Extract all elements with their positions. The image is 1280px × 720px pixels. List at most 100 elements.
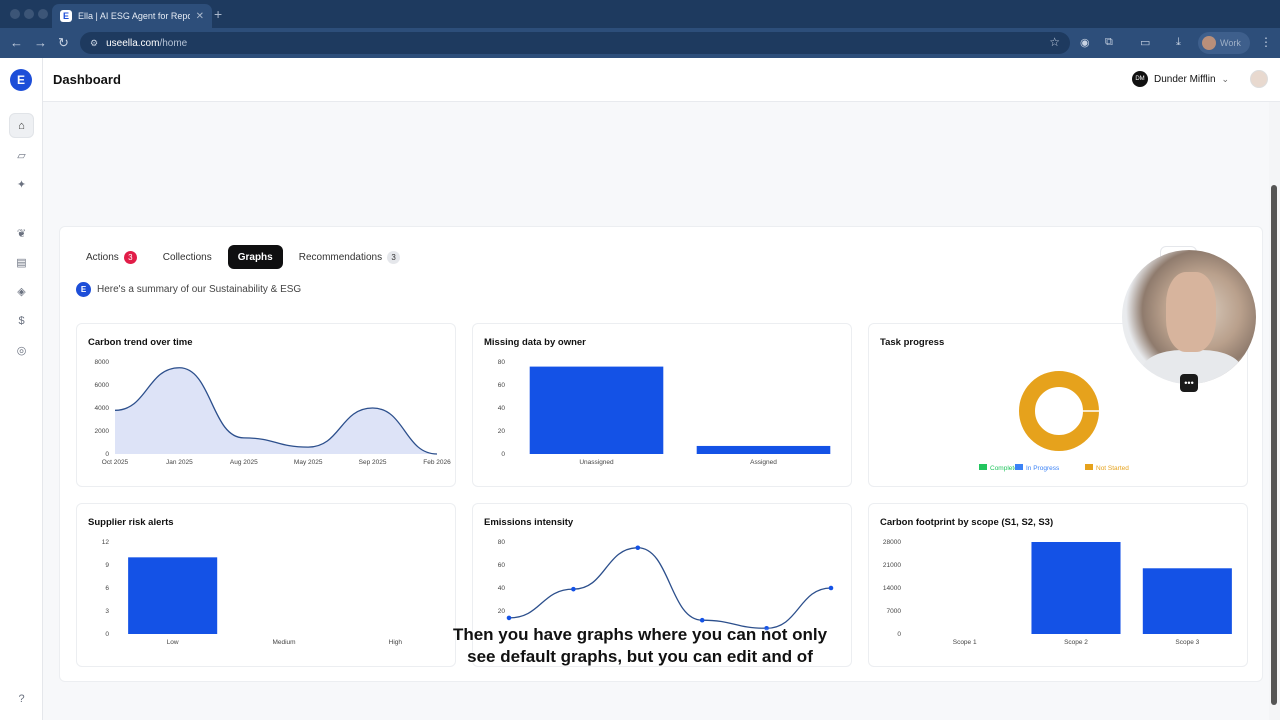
new-tab-button[interactable]: + xyxy=(214,6,223,22)
tab-recommendations[interactable]: Recommendations 3 xyxy=(289,245,410,269)
chart-title: Carbon trend over time xyxy=(88,337,193,348)
target-icon: ◎ xyxy=(16,345,27,357)
sidebar-item-layers[interactable]: ◈ xyxy=(9,279,34,304)
profile-avatar xyxy=(1202,36,1216,50)
x-tick-label: May 2025 xyxy=(294,459,323,466)
maximize-window-button[interactable] xyxy=(38,9,48,19)
cast-icon[interactable]: ▭ xyxy=(1140,37,1151,49)
y-tick-label: 8000 xyxy=(95,359,110,366)
extension-camera-icon[interactable]: ◉ xyxy=(1080,37,1090,49)
x-tick-label: Aug 2025 xyxy=(230,459,258,466)
sidebar-item-ai[interactable]: ✦ xyxy=(9,172,34,197)
sidebar-item-finance[interactable]: $ xyxy=(9,308,34,333)
chart-title: Supplier risk alerts xyxy=(88,517,174,528)
chart-missing-data[interactable]: Missing data by owner 80 60 40 20 0 Unassigne… xyxy=(472,323,852,487)
leaf-icon: ❦ xyxy=(16,228,27,240)
legend-swatch xyxy=(1015,464,1023,470)
sidebar-item-home[interactable]: ⌂ xyxy=(9,113,34,138)
missing-data-svg: 80 60 40 20 0 Unassigned Assigned xyxy=(498,359,831,466)
browser-tab[interactable]: E Ella | AI ESG Agent for Reporting ✕ xyxy=(52,4,212,28)
tab-label: Recommendations xyxy=(298,251,383,263)
y-tick-label: 80 xyxy=(498,539,506,546)
bar xyxy=(1031,542,1121,634)
chart-title: Missing data by owner xyxy=(484,337,586,348)
y-tick-label: 80 xyxy=(498,359,506,366)
page-scrollbar[interactable] xyxy=(1271,185,1277,705)
legend-label: Not Started xyxy=(1096,465,1129,472)
caption-line-1: Then you have graphs where you can not o… xyxy=(452,625,828,644)
favicon: E xyxy=(60,10,72,22)
sidebar-item-targets[interactable]: ◎ xyxy=(9,338,34,363)
y-tick-label: 0 xyxy=(501,451,505,458)
sidebar-item-sustainability[interactable]: ❦ xyxy=(9,221,34,246)
x-tick-label: Medium xyxy=(272,639,295,646)
reload-icon[interactable]: ↻ xyxy=(58,35,69,50)
emissions-intensity-svg: 80 60 40 20 xyxy=(498,539,834,631)
data-point xyxy=(828,585,834,591)
back-arrow-icon[interactable]: ← xyxy=(10,35,23,50)
y-tick-label: 9 xyxy=(105,562,109,569)
y-tick-label: 28000 xyxy=(883,539,901,546)
chart-carbon-footprint[interactable]: Carbon footprint by scope (S1, S2, S3) 2… xyxy=(868,503,1248,667)
x-tick-label: Assigned xyxy=(750,459,777,466)
x-tick-label: Unassigned xyxy=(579,459,614,466)
profile-button[interactable]: Work xyxy=(1198,32,1250,54)
downloads-icon[interactable]: ⤓ xyxy=(1176,36,1181,48)
help-icon: ? xyxy=(18,692,25,705)
address-bar[interactable]: ⚙ useella.com/home ☆ xyxy=(80,32,1070,54)
page-title: Dashboard xyxy=(53,72,121,87)
chart-carbon-trend[interactable]: Carbon trend over time 8000 6000 4000 2000 0… xyxy=(76,323,456,487)
org-switcher[interactable]: DM Dunder Mifflin ⌄ xyxy=(1132,71,1229,87)
y-tick-label: 60 xyxy=(498,562,506,569)
tab-label: Collections xyxy=(162,251,212,263)
dashboard-panel: Actions 3 Collections Graphs Recommendat… xyxy=(59,226,1263,682)
x-tick-label: Oct 2025 xyxy=(102,459,129,466)
tab-actions[interactable]: Actions 3 xyxy=(76,245,147,269)
org-name: Dunder Mifflin xyxy=(1154,73,1216,85)
y-tick-label: 3 xyxy=(105,608,109,615)
data-point xyxy=(764,625,769,631)
home-icon: ⌂ xyxy=(18,119,25,132)
app-header: Dashboard DM Dunder Mifflin ⌄ xyxy=(43,58,1280,102)
clipboard-icon: ▤ xyxy=(16,257,27,269)
browser-menu-icon[interactable]: ⋮ xyxy=(1260,35,1272,49)
site-info-icon[interactable]: ⚙ xyxy=(90,37,99,48)
main-content: Actions 3 Collections Graphs Recommendat… xyxy=(43,102,1269,720)
chart-emissions-intensity[interactable]: Emissions intensity 80 60 40 20 xyxy=(472,503,852,667)
tab-graphs[interactable]: Graphs xyxy=(227,245,283,269)
sidebar-item-tasks[interactable]: ▤ xyxy=(9,250,34,275)
chart-title: Task progress xyxy=(880,337,945,348)
sidebar-item-help[interactable]: ? xyxy=(9,686,34,711)
bookmark-star-icon[interactable]: ☆ xyxy=(1049,35,1060,49)
dollar-icon: $ xyxy=(18,314,25,327)
x-tick-label: Scope 3 xyxy=(1175,639,1199,646)
y-tick-label: 0 xyxy=(105,631,109,638)
browser-tab-bar: E Ella | AI ESG Agent for Reporting ✕ + xyxy=(0,0,1280,28)
forward-arrow-icon[interactable]: → xyxy=(34,35,47,50)
recommendations-count-badge: 3 xyxy=(387,250,401,264)
close-tab-icon[interactable]: ✕ xyxy=(195,10,204,22)
caption-line-2: see default graphs, but you can edit and… xyxy=(467,647,813,666)
y-tick-label: 40 xyxy=(498,585,506,592)
supplier-risk-svg: 12 9 6 3 0 Low Medium High xyxy=(102,539,403,646)
tab-label: Actions xyxy=(86,251,119,263)
bar xyxy=(696,445,831,454)
presenter-face xyxy=(1166,272,1216,352)
chart-title: Carbon footprint by scope (S1, S2, S3) xyxy=(880,517,1054,528)
sidebar-item-folders[interactable]: ▱ xyxy=(9,143,34,168)
bar xyxy=(529,366,664,454)
y-tick-label: 60 xyxy=(498,382,506,389)
user-avatar[interactable] xyxy=(1250,70,1268,88)
series-line xyxy=(114,367,438,455)
close-window-button[interactable] xyxy=(10,9,20,19)
tab-collections[interactable]: Collections xyxy=(153,245,222,269)
data-point xyxy=(506,615,512,621)
chart-supplier-risk[interactable]: Supplier risk alerts 12 9 6 3 0 Low Medium High xyxy=(76,503,456,667)
chart-task-progress[interactable]: Task progress Completed In Progress Not St… xyxy=(868,323,1248,487)
extensions-puzzle-icon[interactable]: ⧉ xyxy=(1105,36,1113,48)
app-logo[interactable]: E xyxy=(10,69,32,91)
data-point xyxy=(571,586,576,592)
webcam-more-button[interactable]: ••• xyxy=(1180,374,1198,392)
y-tick-label: 20 xyxy=(498,608,506,615)
minimize-window-button[interactable] xyxy=(24,9,34,19)
